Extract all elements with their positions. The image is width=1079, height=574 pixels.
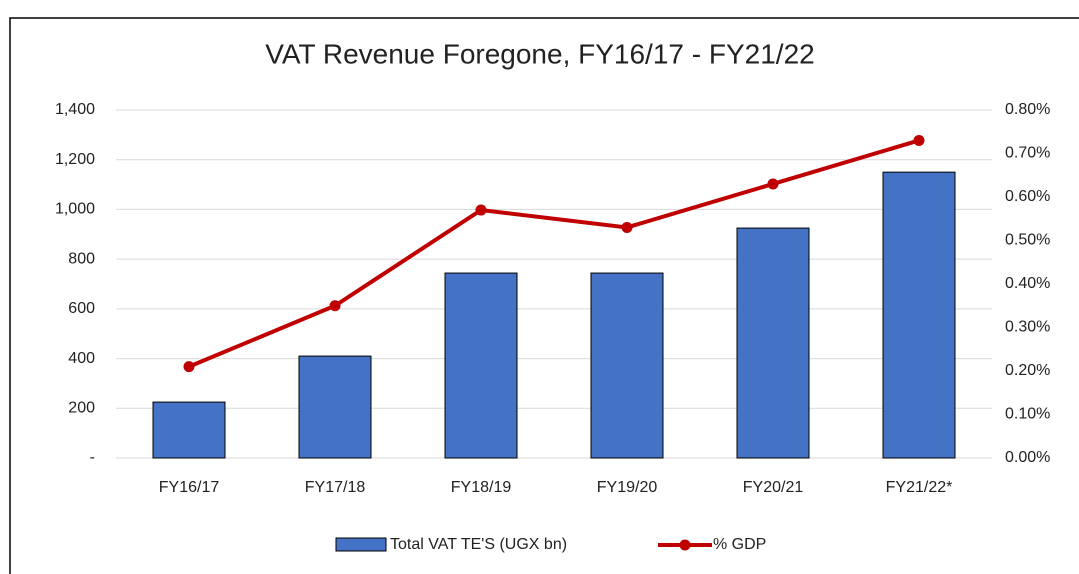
x-tick-label: FY16/17 — [159, 479, 220, 496]
bar — [590, 272, 664, 459]
line-marker — [475, 204, 487, 216]
y-tick-label: - — [90, 449, 95, 466]
y-tick-label: 400 — [68, 350, 95, 367]
y-tick-label: 1,400 — [55, 101, 95, 118]
y2-tick-label: 0.00% — [1005, 449, 1050, 466]
x-tick-label: FY18/19 — [451, 479, 512, 496]
bar — [736, 227, 810, 459]
line-marker — [767, 178, 779, 190]
y-tick-label: 200 — [68, 400, 95, 417]
x-tick-label: FY20/21 — [743, 479, 804, 496]
legend-label: Total VAT TE'S (UGX bn) — [390, 536, 567, 553]
y-tick-label: 1,000 — [55, 201, 95, 218]
legend-marker — [679, 539, 691, 551]
y-tick-label: 600 — [68, 300, 95, 317]
x-tick-label: FY19/20 — [597, 479, 658, 496]
y2-tick-label: 0.80% — [1005, 101, 1050, 118]
y2-tick-label: 0.10% — [1005, 406, 1050, 423]
x-tick-label: FY21/22* — [886, 479, 953, 496]
bar — [882, 171, 956, 459]
line — [188, 138, 920, 369]
bar — [298, 355, 372, 459]
chart-title: VAT Revenue Foregone, FY16/17 - FY21/22 — [265, 38, 814, 69]
legend-label: % GDP — [713, 536, 766, 553]
y2-tick-label: 0.30% — [1005, 319, 1050, 336]
legend-swatch — [335, 537, 387, 552]
line-marker — [621, 221, 633, 233]
bar — [444, 272, 518, 459]
y2-tick-label: 0.60% — [1005, 188, 1050, 205]
y2-tick-label: 0.50% — [1005, 232, 1050, 249]
bar — [152, 401, 226, 459]
y-tick-label: 800 — [68, 250, 95, 267]
y-tick-label: 1,200 — [55, 151, 95, 168]
line-marker — [329, 300, 341, 312]
y2-tick-label: 0.70% — [1005, 145, 1050, 162]
x-tick-label: FY17/18 — [305, 479, 366, 496]
y2-tick-label: 0.20% — [1005, 362, 1050, 379]
line-marker — [913, 134, 925, 146]
y2-tick-label: 0.40% — [1005, 275, 1050, 292]
line-marker — [183, 361, 195, 373]
